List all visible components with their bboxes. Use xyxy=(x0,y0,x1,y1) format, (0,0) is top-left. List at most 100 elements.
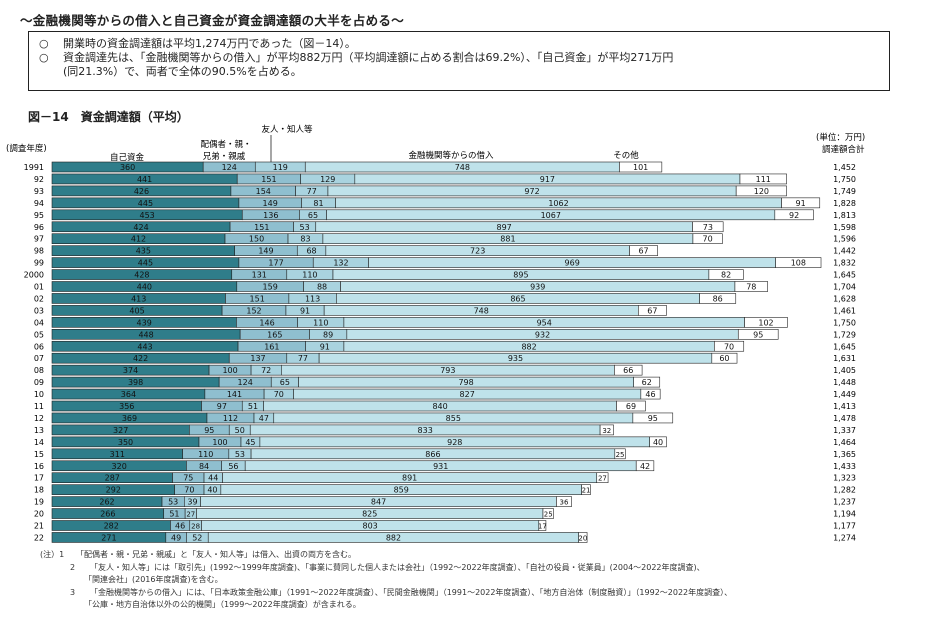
value-label-family: 151 xyxy=(261,175,276,184)
year-label: 96 xyxy=(34,223,44,232)
bar-segment-other xyxy=(735,185,787,197)
total-label: 1,442 xyxy=(833,247,856,256)
value-label-self-funds: 439 xyxy=(137,318,152,327)
bar-segment-other xyxy=(649,436,667,448)
total-label: 1,749 xyxy=(833,187,856,196)
value-label-other: 70 xyxy=(724,342,734,351)
value-label-family: 161 xyxy=(264,342,279,351)
total-label: 1,645 xyxy=(833,342,856,351)
value-label-other: 95 xyxy=(753,330,763,339)
note-text: 「配偶者・親・兄弟・親戚」と「友人・知人等」は借入、出資の両方を含む。 xyxy=(76,550,356,559)
bar-segment-other xyxy=(699,293,737,304)
header-unit: (単位：万円) xyxy=(816,132,865,143)
value-label-self-funds: 369 xyxy=(122,414,137,423)
year-label: 2000 xyxy=(24,271,44,280)
year-label: 19 xyxy=(34,498,44,507)
value-label-family: 70 xyxy=(184,486,194,495)
total-label: 1,405 xyxy=(833,366,856,375)
legend-other: その他 xyxy=(613,150,639,161)
bar-segment-other xyxy=(581,484,591,495)
total-label: 1,813 xyxy=(833,211,856,220)
value-label-self-funds: 443 xyxy=(137,342,152,351)
value-label-other: 82 xyxy=(721,271,731,280)
value-label-other: 46 xyxy=(645,390,655,399)
value-label-self-funds: 320 xyxy=(112,462,127,471)
year-label: 99 xyxy=(34,259,44,268)
value-label-other: 32 xyxy=(602,427,611,435)
total-label: 1,828 xyxy=(833,199,856,208)
summary-item: ○ 資金調達先は、「金融機関等からの借入」が平均882万円（平均調達額に占める割… xyxy=(39,51,879,65)
value-label-self-funds: 448 xyxy=(138,330,153,339)
value-label-friends: 72 xyxy=(261,366,271,375)
value-label-friends: 70 xyxy=(274,390,284,399)
year-label: 17 xyxy=(34,474,44,483)
bar-segment-other xyxy=(629,245,658,256)
total-label: 1,464 xyxy=(833,438,856,447)
note-item: (注）1 「配偶者・親・兄弟・親戚」と「友人・知人等」は借入、出資の両方を含む。 xyxy=(40,549,900,562)
value-label-self-funds: 405 xyxy=(129,306,144,315)
value-label-self-funds: 422 xyxy=(133,354,148,363)
note-number: 2 xyxy=(70,562,76,572)
value-label-bank-loans: 865 xyxy=(510,294,525,303)
total-label: 1,449 xyxy=(833,390,856,399)
value-label-bank-loans: 917 xyxy=(540,175,555,184)
total-label: 1,452 xyxy=(833,163,856,172)
value-label-friends: 91 xyxy=(320,342,330,351)
bar-segment-other xyxy=(542,508,554,519)
value-label-bank-loans: 882 xyxy=(521,342,536,351)
total-label: 1,448 xyxy=(833,378,856,387)
value-label-self-funds: 424 xyxy=(133,223,148,232)
total-label: 1,282 xyxy=(833,486,856,495)
value-label-bank-loans: 881 xyxy=(500,235,515,244)
total-label: 1,237 xyxy=(833,498,856,507)
value-label-friends: 113 xyxy=(305,294,320,303)
value-label-bank-loans: 928 xyxy=(447,438,462,447)
value-label-other: 66 xyxy=(623,366,633,375)
value-label-family: 151 xyxy=(250,294,265,303)
value-label-bank-loans: 723 xyxy=(470,247,485,256)
value-label-friends: 110 xyxy=(313,318,328,327)
value-label-friends: 44 xyxy=(208,474,218,483)
year-label: 15 xyxy=(34,450,44,459)
bar-segment-other xyxy=(692,221,724,233)
bar-segment-other xyxy=(578,532,588,543)
value-label-self-funds: 440 xyxy=(137,283,152,292)
value-label-friends: 40 xyxy=(207,486,217,495)
total-label: 1,729 xyxy=(833,330,856,339)
value-label-other: 40 xyxy=(653,438,663,447)
bar-segment-other xyxy=(538,520,547,531)
bullet-icon: ○ xyxy=(39,37,49,50)
value-label-self-funds: 282 xyxy=(104,522,119,531)
total-label: 1,274 xyxy=(833,533,856,542)
headline: ～金融機関等からの借入と自己資金が資金調達額の大半を占める～ xyxy=(20,13,405,28)
value-label-self-funds: 435 xyxy=(136,247,151,256)
total-label: 1,832 xyxy=(833,259,856,268)
bar-segment-other xyxy=(775,257,822,268)
value-label-family: 110 xyxy=(198,450,213,459)
legend-family-line2: 兄弟・親戚 xyxy=(203,151,246,162)
value-label-self-funds: 398 xyxy=(128,378,143,387)
value-label-family: 154 xyxy=(256,187,271,196)
note-text: 「金融機関等からの借入」には、「日本政策金融公庫」（1991～2022年度調査）… xyxy=(90,587,733,597)
value-label-friends: 47 xyxy=(259,414,269,423)
year-label: 97 xyxy=(34,235,44,244)
bar-segment-other xyxy=(616,400,646,412)
total-label: 1,433 xyxy=(833,462,856,471)
value-label-friends: 77 xyxy=(307,187,317,196)
summary-box: ○ 開業時の資金調達額は平均1,274万円であった（図－14）。 ○ 資金調達先… xyxy=(28,31,890,91)
bar-segment-other xyxy=(692,233,723,244)
value-label-bank-loans: 895 xyxy=(513,271,528,280)
value-label-self-funds: 441 xyxy=(137,175,152,184)
bar-segment-other xyxy=(633,376,661,388)
year-label: 03 xyxy=(34,306,44,315)
value-label-family: 136 xyxy=(263,211,278,220)
value-label-friends: 28 xyxy=(191,523,200,531)
value-label-other: 60 xyxy=(719,354,729,363)
note-number: 3 xyxy=(70,587,76,597)
value-label-bank-loans: 748 xyxy=(455,163,470,172)
value-label-family: 151 xyxy=(254,223,269,232)
value-label-bank-loans: 969 xyxy=(565,259,580,268)
year-label: 21 xyxy=(34,522,44,531)
year-label: 05 xyxy=(34,330,44,339)
value-label-friends: 129 xyxy=(320,175,335,184)
